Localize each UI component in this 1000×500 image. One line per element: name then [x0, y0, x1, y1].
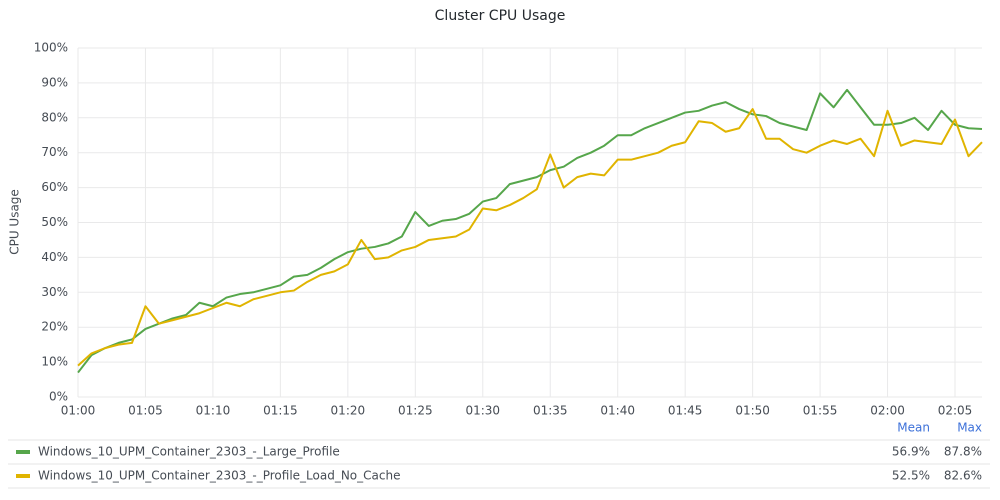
x-tick-label: 01:10 — [196, 404, 231, 418]
y-tick-label: 0% — [49, 390, 68, 404]
x-tick-label: 01:20 — [331, 404, 366, 418]
legend-stat: 56.9% — [892, 445, 930, 459]
x-tick-label: 01:00 — [61, 404, 96, 418]
x-tick-label: 02:00 — [870, 404, 905, 418]
x-tick-label: 02:05 — [938, 404, 973, 418]
legend-stat: 82.6% — [944, 469, 982, 483]
y-tick-label: 100% — [34, 41, 68, 55]
y-tick-label: 60% — [41, 180, 68, 194]
y-tick-label: 80% — [41, 110, 68, 124]
y-tick-label: 30% — [41, 285, 68, 299]
y-tick-label: 70% — [41, 145, 68, 159]
series-line — [77, 88, 983, 374]
x-tick-label: 01:05 — [128, 404, 163, 418]
x-tick-label: 01:35 — [533, 404, 568, 418]
y-tick-label: 90% — [41, 75, 68, 89]
series-line — [77, 108, 983, 367]
x-tick-label: 01:30 — [465, 404, 500, 418]
legend-stat: 87.8% — [944, 445, 982, 459]
legend-column-header[interactable]: Mean — [897, 421, 930, 435]
x-tick-label: 01:15 — [263, 404, 298, 418]
y-axis-label: CPU Usage — [8, 189, 22, 255]
legend-label[interactable]: Windows_10_UPM_Container_2303_-_Large_Pr… — [38, 445, 340, 459]
legend-column-header[interactable]: Max — [957, 421, 982, 435]
legend-stat: 52.5% — [892, 469, 930, 483]
y-tick-label: 40% — [41, 250, 68, 264]
legend-label[interactable]: Windows_10_UPM_Container_2303_-_Profile_… — [38, 469, 400, 483]
y-tick-label: 20% — [41, 320, 68, 334]
x-tick-label: 01:50 — [735, 404, 770, 418]
x-tick-label: 01:40 — [600, 404, 635, 418]
y-tick-label: 10% — [41, 355, 68, 369]
x-tick-label: 01:25 — [398, 404, 433, 418]
y-tick-label: 50% — [41, 215, 68, 229]
chart-title: Cluster CPU Usage — [435, 8, 566, 24]
x-tick-label: 01:45 — [668, 404, 703, 418]
x-tick-label: 01:55 — [803, 404, 838, 418]
